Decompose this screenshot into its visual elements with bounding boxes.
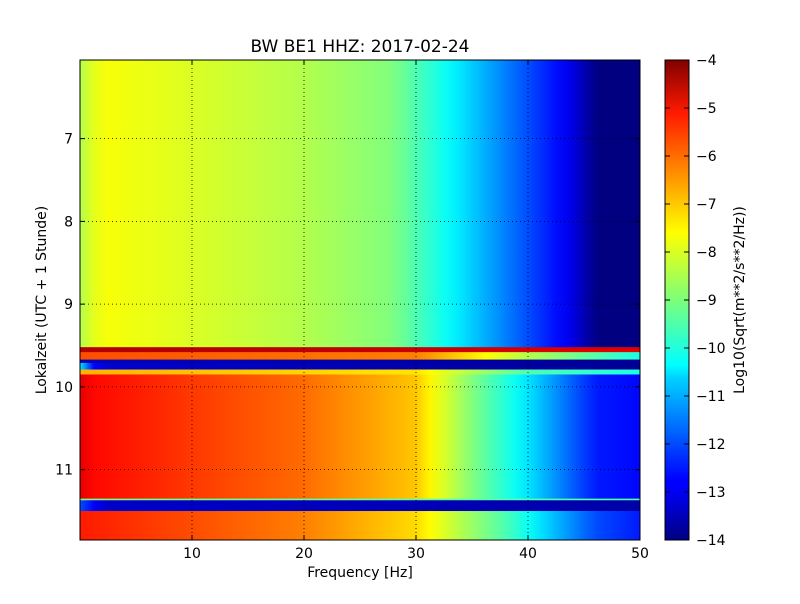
plot-frame <box>79 59 641 541</box>
y-tick-label: 11 <box>55 463 73 479</box>
colorbar-ticks: −4 −5 −6 −7 −8 −9 −10 −11 −12 −13 −14 <box>665 53 726 549</box>
spectrogram-heatmap <box>80 60 640 540</box>
colorbar-tick-label: −8 <box>696 245 717 261</box>
colorbar-tick-label: −7 <box>696 197 717 213</box>
colorbar-tick-label: −6 <box>696 149 717 165</box>
spectrogram-period <box>80 500 640 512</box>
colorbar-tick-label: −10 <box>696 341 726 357</box>
x-tick-label: 50 <box>631 546 649 562</box>
grid-lines <box>80 60 640 540</box>
x-tick-label: 10 <box>183 546 201 562</box>
colorbar-tick-label: −4 <box>696 53 717 69</box>
y-tick-label: 7 <box>64 132 73 148</box>
y-axis-ticks: 7 8 9 10 11 <box>55 132 640 479</box>
spectrogram-period <box>80 511 640 540</box>
colorbar-tick-label: −9 <box>696 293 717 309</box>
spectrogram-period <box>80 347 640 353</box>
x-axis-label: Frequency [Hz] <box>307 565 413 581</box>
spectrogram-period <box>80 369 640 375</box>
y-tick-label: 9 <box>64 297 73 313</box>
colorbar-tick-label: −13 <box>696 485 726 501</box>
colorbar-tick-label: −14 <box>696 533 726 549</box>
spectrogram-period <box>80 498 640 501</box>
colorbar-tick-label: −12 <box>696 437 726 453</box>
spectrogram-period <box>80 352 640 360</box>
spectrogram-period <box>80 362 640 370</box>
spectrogram-period <box>80 374 640 500</box>
y-tick-label: 8 <box>64 214 73 230</box>
x-tick-label: 20 <box>295 546 313 562</box>
x-axis-ticks: 10 20 30 40 50 <box>183 60 649 562</box>
spectrogram-period <box>80 60 640 348</box>
x-tick-label: 40 <box>519 546 537 562</box>
spectrogram-period <box>80 359 640 364</box>
colorbar-tick-label: −11 <box>696 389 726 405</box>
y-tick-label: 10 <box>55 380 73 396</box>
colorbar-label: Log10(Sqrt(m**2/s**2/Hz)) <box>732 206 748 394</box>
colorbar-tick-label: −5 <box>696 101 717 117</box>
chart-title: BW BE1 HHZ: 2017-02-24 <box>250 37 469 57</box>
x-tick-label: 30 <box>407 546 425 562</box>
y-axis-label: Lokalzeit (UTC + 1 Stunde) <box>34 206 50 395</box>
